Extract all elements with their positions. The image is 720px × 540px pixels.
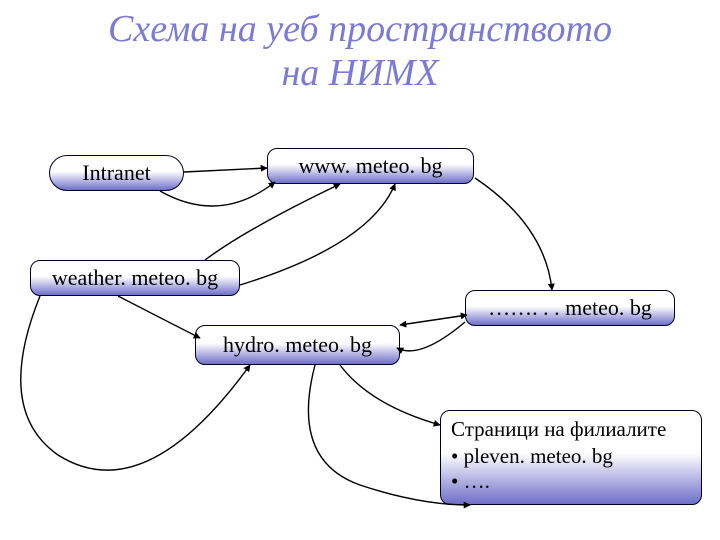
node-hydro-meteo-label: hydro. meteo. bg [223,332,372,358]
node-ellipsis-meteo-label: ……. . . meteo. bg [488,295,652,321]
node-weather-meteo: weather. meteo. bg [30,260,240,296]
edge [118,296,200,338]
page-title: Схема на уеб пространството на НИМХ [0,8,720,95]
edge [184,168,267,172]
node-www-meteo-label: www. meteo. bg [299,153,443,179]
branches-content: Страници на филиалите pleven. meteo. bg … [451,417,666,494]
branches-item: …. [451,469,666,494]
node-ellipsis-meteo: ……. . . meteo. bg [465,290,675,326]
node-intranet: Intranet [49,155,184,191]
node-www-meteo: www. meteo. bg [267,148,474,184]
branches-item: pleven. meteo. bg [451,444,666,469]
edge [400,315,467,325]
edge [340,365,440,425]
node-weather-meteo-label: weather. meteo. bg [52,265,218,291]
node-intranet-label: Intranet [82,160,150,186]
diagram-stage: Схема на уеб пространството на НИМХ Intr… [0,0,720,540]
edge [21,296,250,470]
edge [475,178,552,290]
edge [397,322,465,351]
node-hydro-meteo: hydro. meteo. bg [195,325,400,365]
branches-title: Страници на филиалите [451,417,666,442]
edge [205,184,340,260]
node-branches: Страници на филиалите pleven. meteo. bg … [440,410,702,505]
edge [240,184,395,285]
